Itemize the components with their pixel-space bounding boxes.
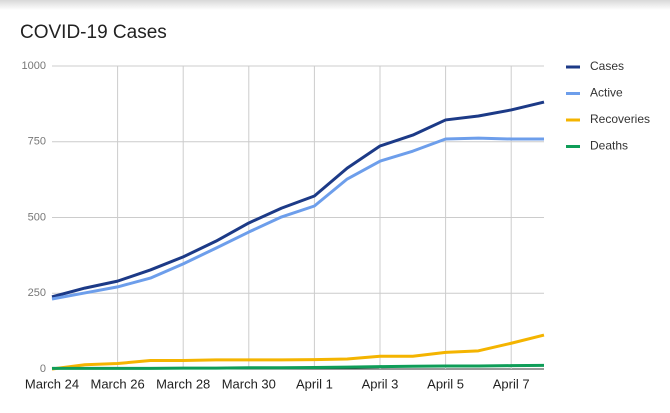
x-tick-label: March 28 bbox=[156, 376, 210, 391]
y-tick-label: 1000 bbox=[22, 60, 46, 72]
legend-label: Cases bbox=[590, 59, 624, 73]
x-tick-label: April 5 bbox=[427, 376, 464, 391]
y-tick-label: 250 bbox=[28, 287, 46, 299]
series-line bbox=[51, 100, 545, 299]
series-line bbox=[51, 136, 544, 301]
x-tick-label: April 7 bbox=[493, 376, 530, 391]
y-tick-label: 0 bbox=[40, 363, 46, 375]
chart-title: COVID-19 Cases bbox=[20, 22, 167, 43]
x-tick-label: March 26 bbox=[90, 376, 144, 391]
series-line bbox=[52, 363, 545, 370]
top-shadow bbox=[0, 0, 670, 10]
series-line bbox=[51, 333, 545, 371]
x-tick-label: March 30 bbox=[222, 376, 276, 391]
x-tick-label: April 3 bbox=[362, 376, 399, 391]
x-tick-label: April 1 bbox=[296, 376, 333, 391]
y-tick-label: 750 bbox=[28, 136, 46, 148]
legend-label: Recoveries bbox=[590, 112, 650, 126]
y-tick-label: 500 bbox=[28, 211, 46, 223]
x-tick-label: March 24 bbox=[25, 376, 79, 391]
legend-label: Deaths bbox=[590, 139, 628, 153]
legend-label: Active bbox=[590, 86, 623, 100]
